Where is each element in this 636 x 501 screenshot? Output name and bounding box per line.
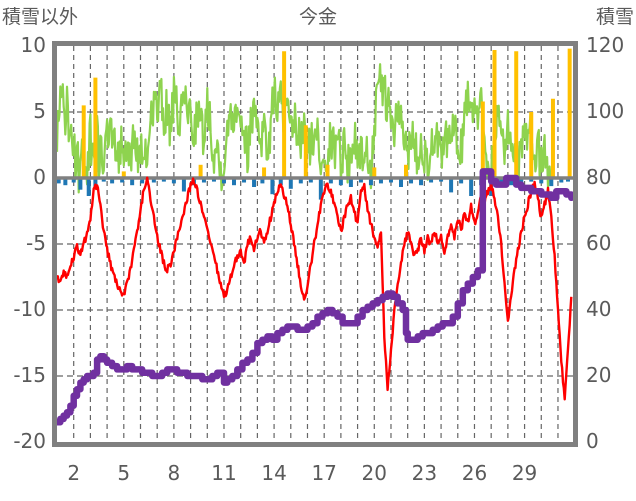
- x-tick-label: 5: [117, 461, 131, 485]
- gridlines: [57, 46, 573, 442]
- x-tick-label: 23: [411, 461, 438, 485]
- y-left-tick-label: -5: [26, 231, 46, 255]
- y-left-tick-label: 0: [33, 165, 46, 189]
- y-right-tick-label: 60: [586, 231, 612, 255]
- chart-title: 今金: [298, 6, 337, 28]
- y-right-tick-label: 20: [586, 363, 612, 387]
- y-left-tick-label: -20: [13, 429, 46, 453]
- y-right-tick-label: 80: [586, 165, 612, 189]
- plot-area: [57, 46, 573, 442]
- y-left-tick-label: 10: [20, 33, 46, 57]
- x-tick-label: 2: [67, 461, 81, 485]
- series-wind-gust: [81, 48, 572, 178]
- x-tick-label: 17: [311, 461, 337, 485]
- y-right-tick-label: 100: [586, 99, 625, 123]
- series-snow-depth: [57, 168, 573, 426]
- y-left-tick-label: -15: [13, 363, 46, 387]
- x-tick-label: 20: [361, 461, 388, 485]
- plot-frame: [52, 41, 578, 447]
- y-left-tick-label: -10: [13, 297, 46, 321]
- x-tick-label: 26: [461, 461, 488, 485]
- right-axis-title: 積雪: [595, 6, 634, 28]
- y-right-tick-label: 120: [586, 33, 625, 57]
- x-tick-label: 29: [511, 461, 538, 485]
- x-tick-label: 11: [211, 461, 237, 485]
- series-wind-speed: [57, 63, 552, 194]
- left-axis-title: 積雪以外: [2, 6, 79, 28]
- x-tick-label: 14: [261, 461, 287, 485]
- y-right-tick-label: 0: [586, 429, 599, 453]
- y-left-tick-label: 5: [33, 99, 46, 123]
- y-right-tick-label: 40: [586, 297, 612, 321]
- series-layer: [57, 46, 573, 442]
- x-tick-label: 8: [167, 461, 181, 485]
